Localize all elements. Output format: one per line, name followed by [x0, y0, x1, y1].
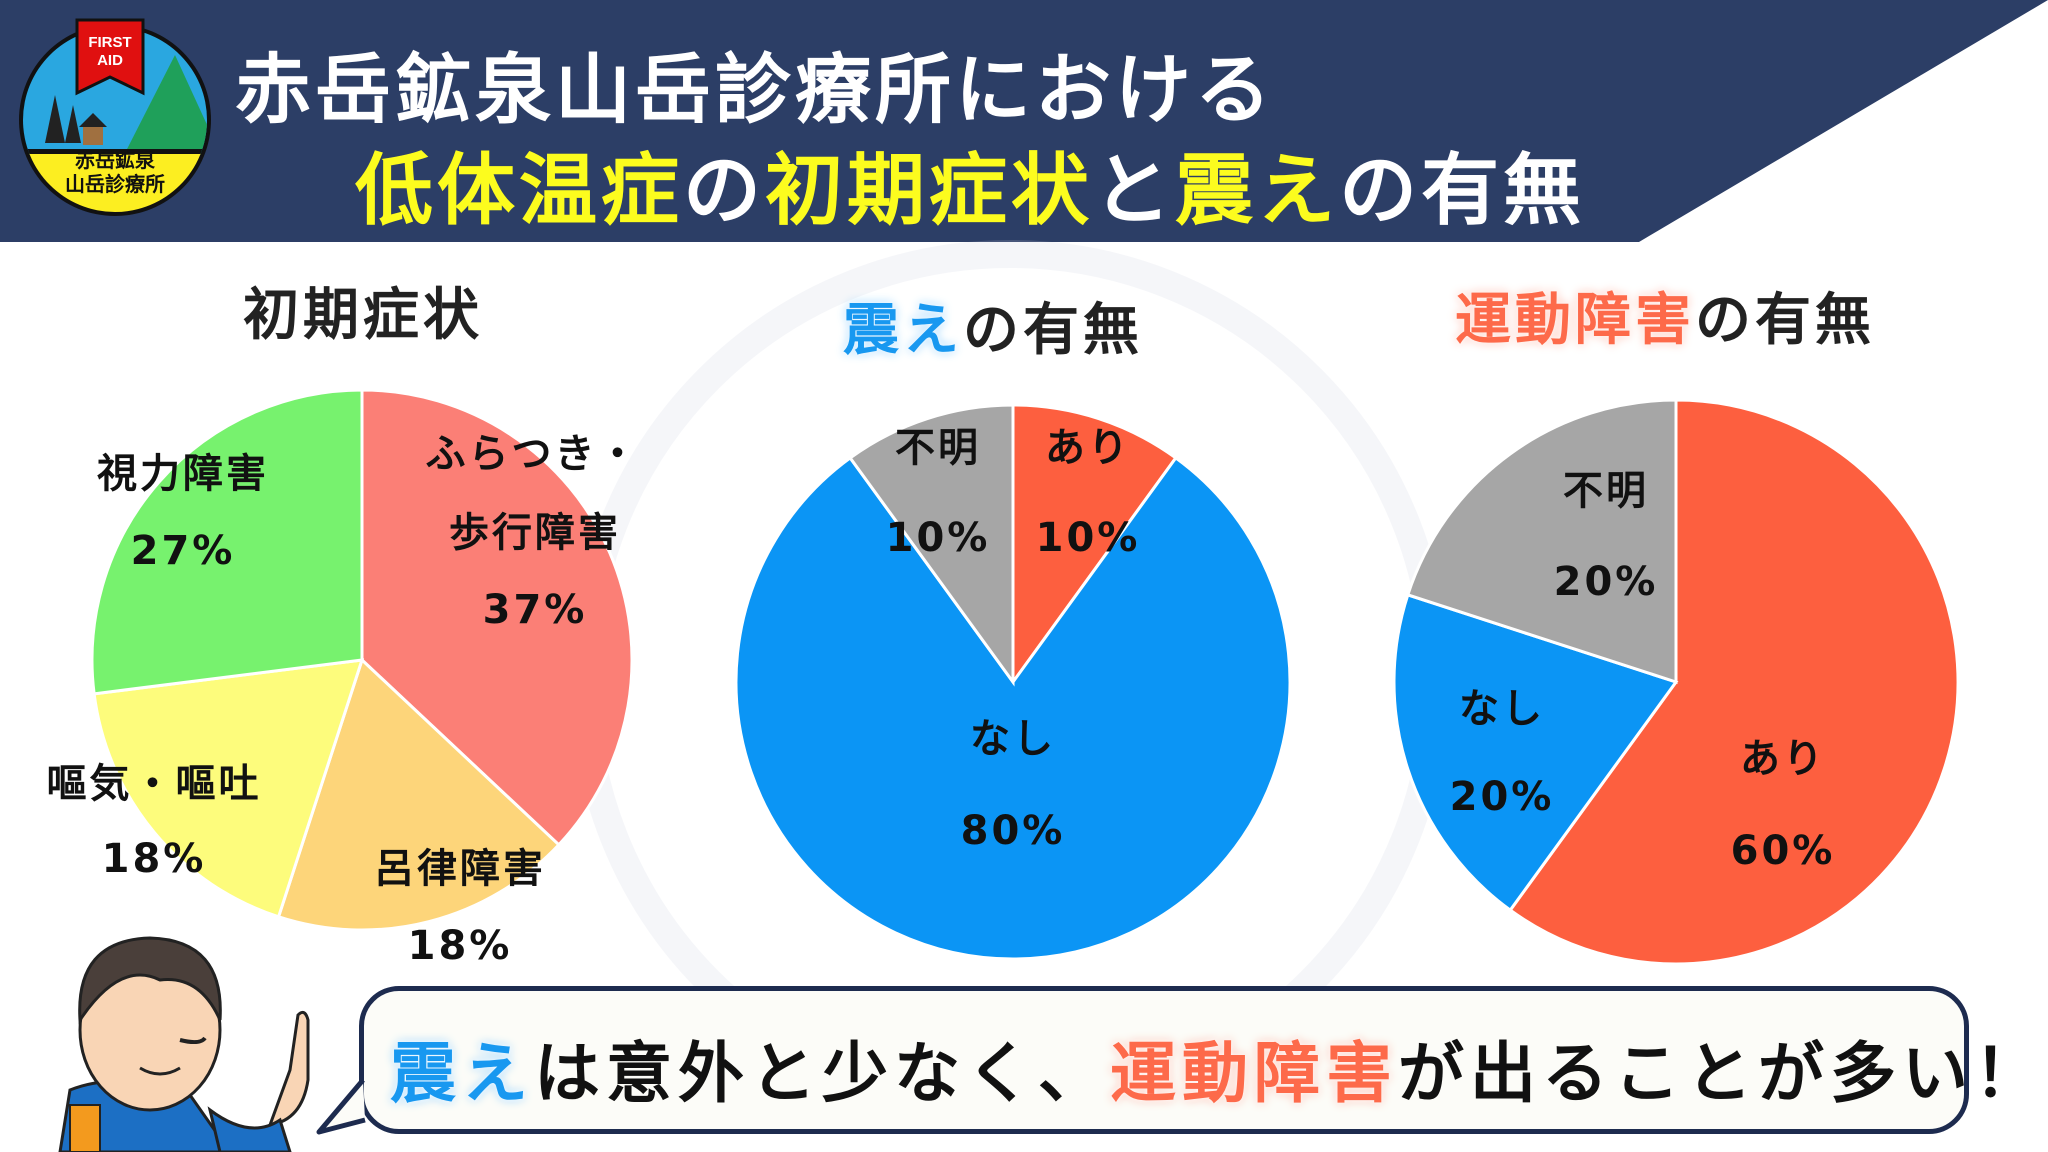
title-hypothermia: 低体温症 [355, 146, 684, 236]
header-banner [0, 0, 2048, 242]
label-motor-unknown: 不明 [1563, 468, 1649, 514]
label-motor-yes: あり [1740, 736, 1826, 782]
pie-slice-1-0 [1011, 403, 1178, 687]
bubble-highlight-motor: 運動障害 [1110, 1035, 1398, 1112]
pie-slice-1-2 [848, 403, 1015, 687]
pct-slurred: 18% [407, 923, 513, 969]
pie-slice-2-1 [1392, 592, 1679, 913]
bubble-text: が出ることが多い！ [1398, 1035, 2046, 1112]
pct-shiver-yes: 10% [1035, 515, 1141, 561]
pct-motor-unknown: 20% [1553, 559, 1659, 605]
speech-bubble [359, 986, 1969, 1134]
title-particle: の [683, 146, 766, 236]
logo-name-line1: 赤岳鉱泉 [75, 148, 155, 172]
pct-vision: 27% [130, 528, 236, 574]
label-vision: 視力障害 [97, 451, 269, 497]
chart-title-motor: 運動障害の有無 [1455, 275, 1875, 356]
label-motor-no: なし [1459, 686, 1545, 732]
pie-slice-0-1 [276, 657, 561, 932]
title-line2: 低体温症の初期症状と震えの有無 [355, 128, 1585, 240]
pie-slice-2-2 [1405, 398, 1678, 685]
svg-text:FIRST: FIRST [88, 34, 131, 51]
title-initial-symptoms: 初期症状 [765, 146, 1094, 236]
label-shiver-unknown: 不明 [895, 425, 981, 471]
pie-slice-0-0 [360, 388, 634, 847]
chart-title-highlight: 運動障害 [1455, 288, 1695, 353]
pct-shiver-no: 80% [960, 808, 1066, 854]
pie-slice-1-1 [734, 455, 1292, 961]
speech-bubble-tail [316, 1080, 366, 1135]
pct-unsteady: 37% [482, 587, 588, 633]
chart-title-initial-symptoms: 初期症状 [243, 283, 483, 348]
label-nausea: 嘔気・嘔吐 [46, 761, 262, 807]
title-shivering: 震え [1175, 146, 1340, 236]
first-aid-logo: FIRST AID [19, 18, 211, 216]
label-shiver-yes: あり [1045, 425, 1131, 471]
speech-bubble-text: 震えは意外と少なく、運動障害が出ることが多い！ [390, 1020, 2046, 1116]
label-unsteady-2: 歩行障害 [449, 510, 621, 556]
chart-title-highlight: 震え [843, 298, 963, 363]
label-unsteady: ふらつき・ [425, 431, 641, 477]
chart-title-shivering: 震えの有無 [843, 285, 1143, 366]
pie-slice-2-0 [1508, 398, 1960, 966]
pct-motor-no: 20% [1449, 774, 1555, 820]
pct-nausea: 18% [101, 836, 207, 882]
bubble-highlight-shivering: 震え [390, 1035, 534, 1112]
pie-slice-0-2 [92, 658, 365, 919]
chart-title-rest: の有無 [963, 298, 1143, 363]
doctor-character-illustration [58, 936, 310, 1152]
chart-title-rest: の有無 [1695, 288, 1875, 353]
pct-motor-yes: 60% [1730, 828, 1836, 874]
svg-text:AID: AID [97, 52, 123, 69]
title-presence: の有無 [1339, 146, 1586, 236]
title-line1: 赤岳鉱泉山岳診療所における [235, 45, 1275, 134]
logo-name-line2: 山岳診療所 [65, 172, 165, 196]
label-shiver-no: なし [970, 716, 1056, 762]
pct-shiver-unknown: 10% [885, 515, 991, 561]
bubble-text: は意外と少なく、 [534, 1035, 1110, 1112]
pie-slice-0-3 [90, 388, 364, 696]
logo-name: 赤岳鉱泉 山岳診療所 [60, 148, 170, 196]
title-particle: と [1093, 146, 1176, 236]
label-slurred: 呂律障害 [374, 846, 546, 892]
